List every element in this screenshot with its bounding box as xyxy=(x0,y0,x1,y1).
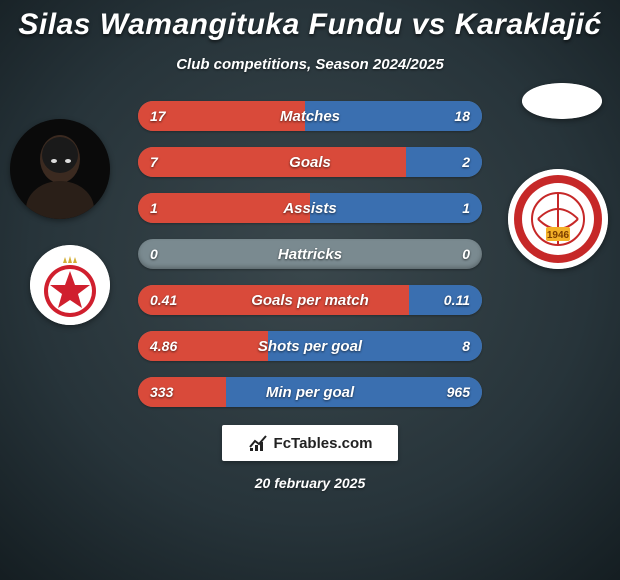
chart-icon xyxy=(248,433,268,453)
stat-label: Goals per match xyxy=(138,285,482,315)
footer-date: 20 february 2025 xyxy=(0,475,620,491)
napredak-icon: 1946 FK xyxy=(508,169,608,269)
comparison-subtitle: Club competitions, Season 2024/2025 xyxy=(0,56,620,73)
stat-value-p2: 18 xyxy=(454,101,470,131)
stat-value-p2: 2 xyxy=(462,147,470,177)
oval-placeholder-icon xyxy=(522,83,602,119)
stat-label: Shots per goal xyxy=(138,331,482,361)
footer-brand-text: FcTables.com xyxy=(274,435,373,452)
stat-label: Matches xyxy=(138,101,482,131)
stat-label: Goals xyxy=(138,147,482,177)
player-1-avatar xyxy=(10,119,110,219)
stat-value-p1: 0 xyxy=(150,239,158,269)
stat-value-p2: 1 xyxy=(462,193,470,223)
comparison-title: Silas Wamangituka Fundu vs Karaklajić xyxy=(0,0,620,42)
stat-value-p2: 965 xyxy=(447,377,470,407)
stat-row: Goals per match0.41 0.11 xyxy=(138,285,482,315)
fctables-logo[interactable]: FcTables.com xyxy=(222,425,398,461)
stat-row: Goals7 2 xyxy=(138,147,482,177)
stat-value-p1: 333 xyxy=(150,377,173,407)
stat-row: Shots per goal4.86 8 xyxy=(138,331,482,361)
stat-value-p2: 8 xyxy=(462,331,470,361)
svg-text:1946: 1946 xyxy=(547,230,570,241)
stat-label: Assists xyxy=(138,193,482,223)
stat-row: Matches17 18 xyxy=(138,101,482,131)
stat-value-p2: 0 xyxy=(462,239,470,269)
stats-area: 1946 FK Matches17 18 Goals7 2 Assists1 1 Hattr… xyxy=(0,101,620,407)
stat-row: Assists1 1 xyxy=(138,193,482,223)
person-icon xyxy=(10,119,110,219)
player-1-club-logo xyxy=(30,245,110,325)
stat-value-p2: 0.11 xyxy=(444,285,470,315)
stat-value-p1: 0.41 xyxy=(150,285,177,315)
crvena-zvezda-icon xyxy=(30,245,110,325)
stat-value-p1: 7 xyxy=(150,147,158,177)
stat-value-p1: 1 xyxy=(150,193,158,223)
stat-bars: Matches17 18 Goals7 2 Assists1 1 Hattricks0 0 Go… xyxy=(138,101,482,407)
stat-row: Hattricks0 0 xyxy=(138,239,482,269)
stat-label: Hattricks xyxy=(138,239,482,269)
stat-row: Min per goal333 965 xyxy=(138,377,482,407)
player-2-placeholder xyxy=(522,83,602,119)
stat-value-p1: 17 xyxy=(150,101,166,131)
player-2-club-logo: 1946 FK xyxy=(508,169,608,269)
stat-value-p1: 4.86 xyxy=(150,331,177,361)
stat-label: Min per goal xyxy=(138,377,482,407)
